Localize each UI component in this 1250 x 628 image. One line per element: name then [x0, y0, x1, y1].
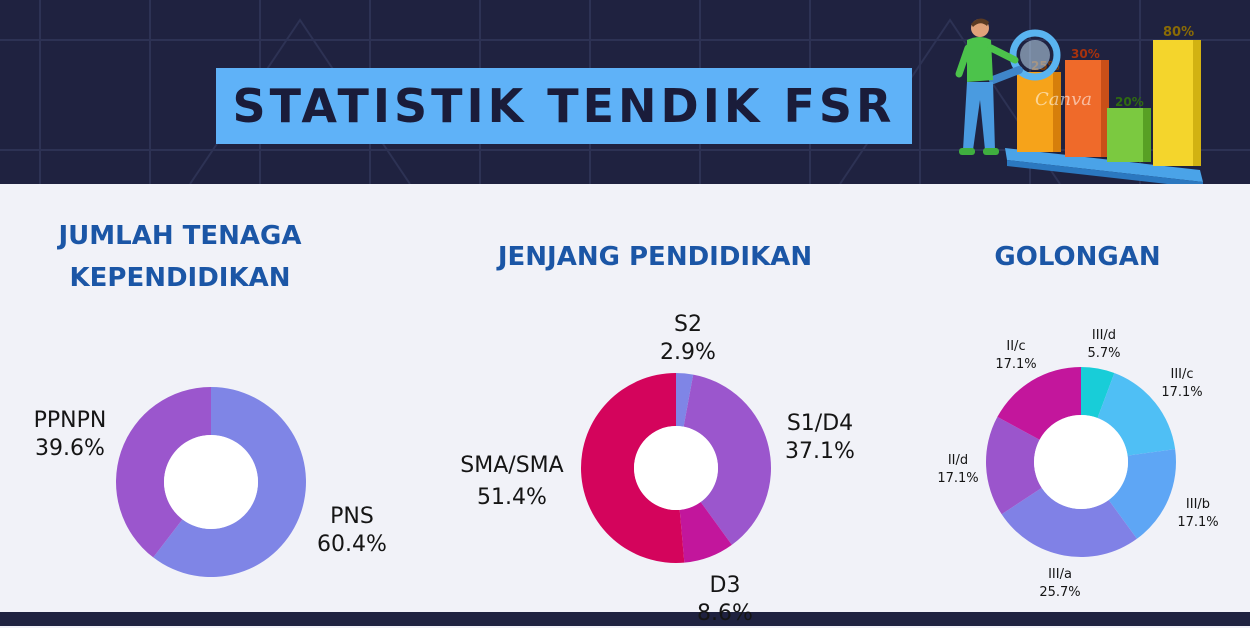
- chart2-label-d3-value: 8.6%: [697, 601, 753, 626]
- chart3-label-iiic-value: 17.1%: [1161, 385, 1203, 400]
- illus-label-3: 20%: [1115, 95, 1144, 109]
- donut-hole: [634, 426, 718, 510]
- donut-hole: [164, 435, 258, 529]
- chart3-label-iiid-name: III/d: [1091, 328, 1117, 343]
- page-title: STATISTIK TENDIK FSR: [232, 79, 896, 133]
- slice-pns: [153, 387, 306, 578]
- slice-d3: [679, 501, 732, 563]
- slice-s1-d4: [683, 374, 772, 545]
- chart1-label-pns-name: PNS: [330, 504, 374, 529]
- chart3-label-iic-name: II/c: [1006, 339, 1026, 354]
- slice-s2: [676, 373, 694, 427]
- chart1-label-pns-value: 60.4%: [317, 532, 387, 557]
- footer-bar: [0, 612, 1250, 626]
- donut-hole: [1034, 415, 1128, 509]
- chart3-label-iiib-value: 17.1%: [1177, 515, 1219, 530]
- chart2-label-s2: S2 2.9%: [638, 311, 738, 367]
- chart2-label-s1d4: S1/D4 37.1%: [770, 410, 870, 466]
- chart2-label-d3-name: D3: [709, 573, 741, 598]
- chart1-title: JUMLAH TENAGA KEPENDIDIKAN: [30, 215, 330, 299]
- chart3-label-iiia-value: 25.7%: [1039, 585, 1081, 600]
- chart3-label-iiia: III/a 25.7%: [1030, 566, 1090, 602]
- chart2-label-s1d4-name: S1/D4: [786, 411, 854, 436]
- slice-iii-c: [1097, 373, 1176, 456]
- chart3-label-iid-name: II/d: [947, 453, 969, 468]
- chart3-label-iic-value: 17.1%: [995, 357, 1037, 372]
- chart2-label-s2-value: 2.9%: [660, 340, 716, 365]
- chart2-label-s2-name: S2: [674, 312, 702, 337]
- chart1-title-line1: JUMLAH TENAGA: [58, 221, 302, 251]
- chart2-title: JENJANG PENDIDIKAN: [497, 242, 813, 272]
- chart3-label-iiid: III/d 5.7%: [1074, 327, 1134, 363]
- chart2-label-sma: SMA/SMA 51.4%: [442, 450, 582, 514]
- chart3-label-iiia-name: III/a: [1048, 567, 1072, 582]
- illus-label-2: 30%: [1071, 47, 1100, 61]
- illus-label-4: 80%: [1163, 25, 1194, 40]
- chart3-label-iiic-name: III/c: [1170, 367, 1194, 382]
- chart1-title-line2: KEPENDIDIKAN: [69, 263, 291, 293]
- slice-ii-d: [986, 416, 1042, 515]
- chart2-label-d3: D3 8.6%: [675, 572, 775, 628]
- chart1-label-ppnpn-value: 39.6%: [35, 436, 105, 461]
- slice-iii-b: [1108, 449, 1176, 539]
- bar-chart-illustration-icon: 25% 30% 20% 80% Canva: [955, 18, 1203, 184]
- chart3-label-iic: II/c 17.1%: [986, 338, 1046, 374]
- chart3-label-iid-value: 17.1%: [937, 471, 979, 486]
- chart3-label-iiic: III/c 17.1%: [1152, 366, 1212, 402]
- chart3-title: GOLONGAN: [994, 242, 1161, 272]
- title-banner: STATISTIK TENDIK FSR: [216, 68, 912, 144]
- chart1-label-ppnpn: PPNPN 39.6%: [20, 407, 120, 463]
- chart2-label-sma-name: SMA/SMA: [460, 453, 564, 478]
- chart1-label-pns: PNS 60.4%: [302, 503, 402, 559]
- chart3-label-iiid-value: 5.7%: [1087, 346, 1121, 361]
- slice-iii-d: [1081, 367, 1115, 418]
- chart3-label-iiib-name: III/b: [1185, 497, 1211, 512]
- header-banner: STATISTIK TENDIK FSR 25% 30% 20% 80% Can…: [0, 0, 1250, 184]
- slice-ii-c: [997, 367, 1081, 440]
- chart2-label-sma-value: 51.4%: [477, 485, 547, 510]
- slice-iii-a: [1001, 487, 1137, 557]
- chart2-label-s1d4-value: 37.1%: [785, 439, 855, 464]
- illus-watermark: Canva: [1035, 89, 1092, 110]
- slice-sma-sma: [581, 373, 685, 563]
- slice-ppnpn: [115, 387, 211, 558]
- chart3-label-iid: II/d 17.1%: [928, 452, 988, 488]
- chart3-label-iiib: III/b 17.1%: [1168, 496, 1228, 532]
- chart1-label-ppnpn-name: PPNPN: [33, 408, 107, 433]
